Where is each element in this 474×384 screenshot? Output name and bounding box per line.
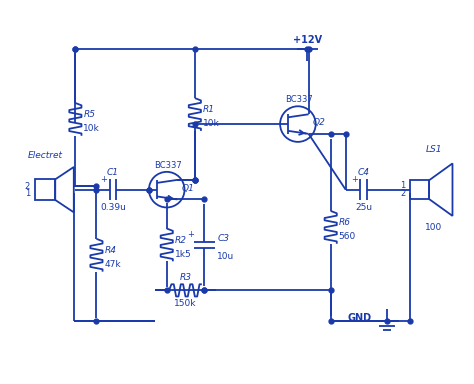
Text: +: +	[351, 175, 358, 184]
Text: 10k: 10k	[203, 119, 219, 128]
Text: Q2: Q2	[312, 118, 325, 127]
Text: 2: 2	[401, 189, 406, 198]
Text: 100: 100	[425, 223, 442, 232]
Text: 10u: 10u	[217, 252, 235, 261]
Text: 1k5: 1k5	[175, 250, 191, 259]
Text: R1: R1	[203, 105, 215, 114]
Text: 1: 1	[401, 181, 406, 190]
Text: R4: R4	[104, 246, 117, 255]
Text: R5: R5	[83, 110, 95, 119]
Text: Electret: Electret	[27, 151, 63, 160]
Text: +: +	[100, 175, 108, 184]
Text: 10k: 10k	[83, 124, 100, 133]
Text: +12V: +12V	[293, 35, 322, 45]
Text: 560: 560	[338, 232, 356, 241]
Text: 2: 2	[25, 182, 30, 190]
Text: 47k: 47k	[104, 260, 121, 269]
Text: Q1: Q1	[181, 184, 194, 193]
Text: 1: 1	[25, 189, 30, 198]
Text: C4: C4	[357, 167, 369, 177]
Text: C3: C3	[217, 233, 229, 243]
Text: R2: R2	[175, 236, 187, 245]
Text: R3: R3	[180, 273, 191, 282]
Text: GND: GND	[348, 313, 372, 323]
Text: +: +	[187, 230, 193, 239]
Text: 150k: 150k	[174, 299, 197, 308]
Text: BC337: BC337	[285, 95, 313, 104]
Text: R6: R6	[338, 218, 351, 227]
Text: 0.39u: 0.39u	[100, 203, 126, 212]
Text: 25u: 25u	[355, 203, 372, 212]
Text: C1: C1	[107, 167, 119, 177]
Text: BC337: BC337	[154, 161, 182, 169]
Text: LS1: LS1	[426, 145, 442, 154]
